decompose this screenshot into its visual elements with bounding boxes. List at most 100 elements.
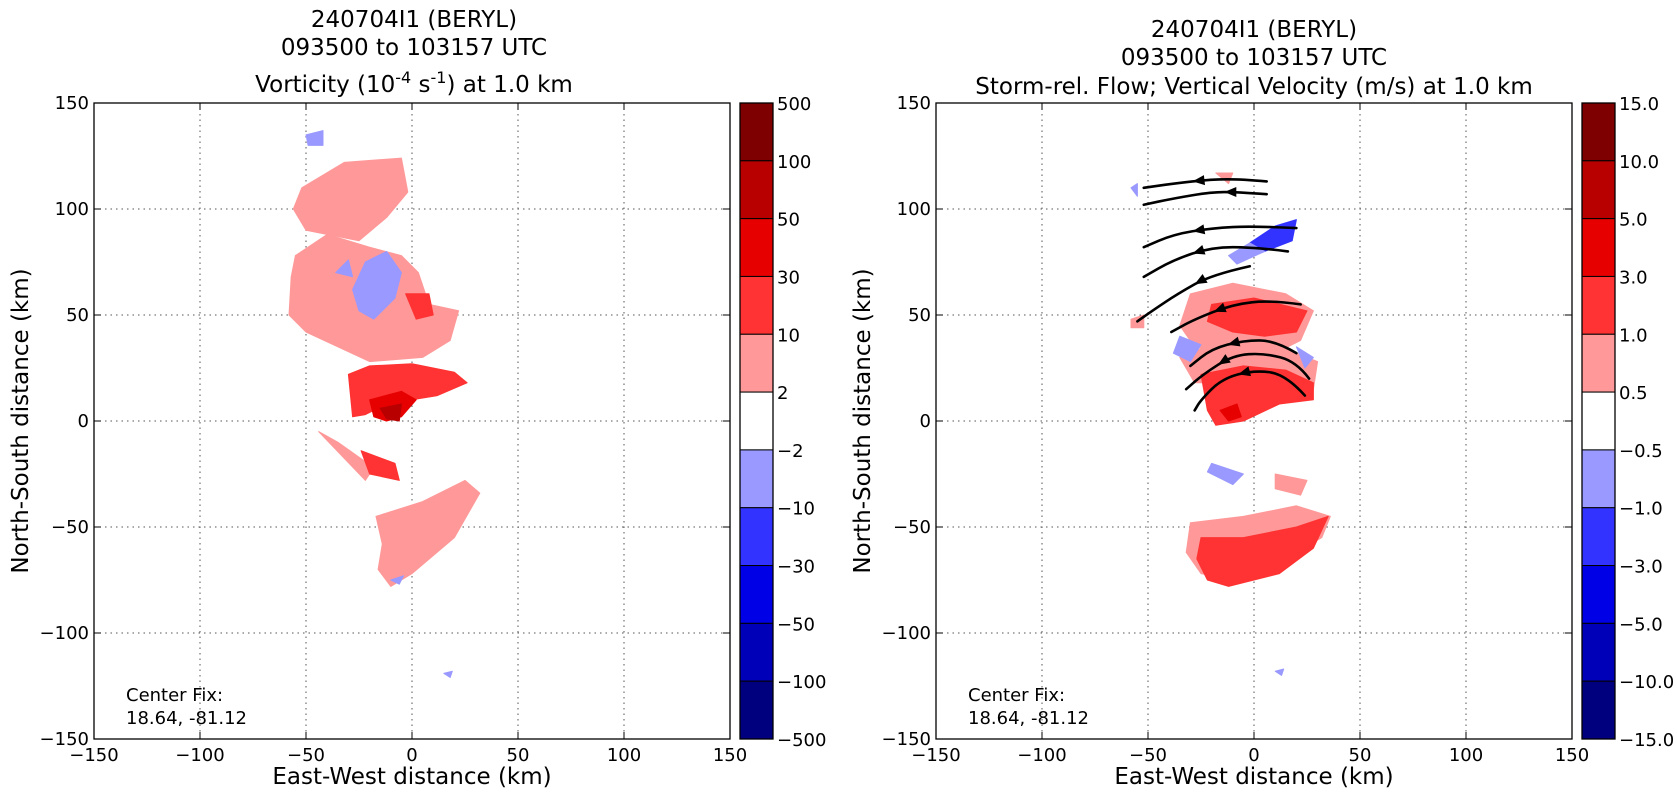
left-colorbar-label: −30 bbox=[777, 557, 815, 578]
right-colorbar-frame bbox=[1581, 102, 1616, 740]
right-center-fix-label: Center Fix: bbox=[968, 685, 1065, 706]
left-contour-region bbox=[405, 293, 434, 320]
left-colorbar-label: −100 bbox=[777, 672, 826, 693]
left-y-tick-label: −150 bbox=[40, 729, 89, 750]
left-colorbar-swatch bbox=[739, 449, 774, 509]
right-x-tick-label: −100 bbox=[1017, 745, 1066, 766]
left-colorbar-swatch bbox=[739, 275, 774, 335]
right-title-line-3: Storm-rel. Flow; Vertical Velocity (m/s)… bbox=[975, 74, 1533, 100]
left-colorbar-label: −500 bbox=[777, 730, 826, 751]
right-title-line-2: 093500 to 103157 UTC bbox=[1121, 45, 1387, 71]
right-x-tick-label: 150 bbox=[1555, 745, 1589, 766]
streamline-arrowhead bbox=[1192, 224, 1206, 235]
right-colorbar-swatch bbox=[1581, 218, 1616, 277]
left-colorbar-label: −10 bbox=[777, 499, 815, 520]
right-colorbar-swatch bbox=[1581, 565, 1616, 624]
left-colorbar-label: 50 bbox=[777, 210, 800, 231]
streamline bbox=[1136, 264, 1252, 323]
left-x-axis-label: East-West distance (km) bbox=[272, 764, 551, 790]
left-y-tick-label: 50 bbox=[66, 305, 89, 326]
left-colorbar-label: 10 bbox=[777, 325, 800, 346]
left-title-var-post: ) at 1.0 km bbox=[446, 72, 572, 98]
left-y-tick-label: 150 bbox=[55, 93, 89, 114]
right-colorbar-label: 5.0 bbox=[1619, 210, 1648, 231]
right-colorbar-label: −3.0 bbox=[1619, 557, 1663, 578]
right-colorbar-label: −5.0 bbox=[1619, 614, 1663, 635]
right-colorbar-label: 0.5 bbox=[1619, 383, 1648, 404]
right-x-tick-label: −150 bbox=[911, 745, 960, 766]
right-contour-region bbox=[1295, 346, 1314, 369]
streamline-arrowhead bbox=[1224, 187, 1237, 197]
vertical-velocity-panel: 240704I1 (BERYL) 093500 to 103157 UTC St… bbox=[850, 17, 1674, 790]
streamline-arrowhead bbox=[1238, 366, 1251, 377]
streamline bbox=[1142, 190, 1269, 207]
left-title-var-mid: s bbox=[411, 72, 430, 98]
right-velocity-field bbox=[1130, 172, 1331, 676]
right-plot-frame bbox=[935, 102, 1573, 740]
right-colorbar-swatch bbox=[1581, 391, 1616, 451]
left-title-line-1: 240704I1 (BERYL) bbox=[311, 7, 517, 33]
left-contour-region bbox=[375, 479, 481, 587]
streamline-arrowhead bbox=[1192, 245, 1206, 255]
left-contour-region bbox=[379, 403, 402, 422]
left-colorbar-label: 100 bbox=[777, 152, 811, 173]
right-contour-region bbox=[1172, 335, 1202, 363]
left-y-tick-label: 100 bbox=[55, 199, 89, 220]
right-y-tick-label: 100 bbox=[897, 199, 931, 220]
left-x-tick-label: 150 bbox=[713, 745, 747, 766]
right-contour-region bbox=[1206, 462, 1244, 486]
left-center-fix-value: 18.64, -81.12 bbox=[126, 708, 247, 729]
right-colorbar-label: −10.0 bbox=[1619, 672, 1674, 693]
left-colorbar: 500 100 50 30 10 2 −2 −10 −30 −50 −100 −500 bbox=[739, 94, 826, 751]
right-x-tick-label: 0 bbox=[1248, 745, 1259, 766]
left-contour-region bbox=[335, 259, 354, 278]
right-y-tick-label: −50 bbox=[893, 517, 931, 538]
right-colorbar-label: 3.0 bbox=[1619, 267, 1648, 288]
right-x-tick-label: 100 bbox=[1449, 745, 1483, 766]
left-ticks: −150 −100 −50 0 50 100 150 −150 −100 −50 0 50 100 150 bbox=[40, 93, 748, 766]
left-colorbar-swatch bbox=[739, 622, 774, 682]
right-contour-region bbox=[1196, 515, 1329, 587]
left-contour-region bbox=[292, 157, 409, 242]
right-colorbar: 15.0 10.0 5.0 3.0 1.0 0.5 −0.5 −1.0 −3.0 −5.0 −10.… bbox=[1581, 94, 1674, 751]
left-colorbar-swatch bbox=[739, 507, 774, 567]
right-colorbar-swatch bbox=[1581, 160, 1616, 220]
right-colorbar-label: 15.0 bbox=[1619, 94, 1659, 115]
right-contour-region bbox=[1274, 668, 1285, 676]
left-colorbar-label: 2 bbox=[777, 383, 788, 404]
streamline bbox=[1170, 300, 1302, 334]
left-colorbar-frame bbox=[739, 102, 774, 740]
right-y-tick-label: −150 bbox=[882, 729, 931, 750]
left-x-tick-label: 50 bbox=[507, 745, 530, 766]
left-colorbar-swatch bbox=[739, 160, 774, 220]
right-contour-region bbox=[1200, 365, 1314, 426]
left-x-tick-label: −150 bbox=[69, 745, 118, 766]
left-colorbar-swatch bbox=[739, 391, 774, 451]
right-colorbar-swatch bbox=[1581, 275, 1616, 335]
streamline-arrowhead bbox=[1227, 336, 1241, 347]
right-y-tick-label: 50 bbox=[908, 305, 931, 326]
streamline bbox=[1142, 225, 1298, 249]
left-title-var-pre: Vorticity (10 bbox=[255, 72, 395, 98]
left-x-tick-label: 100 bbox=[607, 745, 641, 766]
left-colorbar-swatch bbox=[739, 680, 774, 740]
left-contour-region bbox=[443, 670, 453, 678]
right-colorbar-swatch bbox=[1581, 680, 1616, 740]
right-contour-region bbox=[1274, 473, 1308, 496]
streamline-arrowhead bbox=[1213, 302, 1227, 313]
left-contour-region bbox=[390, 575, 404, 585]
left-title-var-sup1: -4 bbox=[395, 68, 411, 87]
left-colorbar-label: −50 bbox=[777, 614, 815, 635]
right-x-axis-label: East-West distance (km) bbox=[1114, 764, 1393, 790]
left-contour-region bbox=[360, 450, 400, 481]
right-colorbar-swatch bbox=[1581, 507, 1616, 567]
right-contour-region bbox=[1219, 403, 1242, 422]
left-colorbar-swatch bbox=[739, 218, 774, 277]
left-contour-region bbox=[305, 130, 324, 146]
left-title-var-sup2: -1 bbox=[431, 68, 447, 87]
streamline-arrowhead bbox=[1218, 354, 1231, 365]
left-x-tick-label: −50 bbox=[287, 745, 325, 766]
left-colorbar-swatch bbox=[739, 565, 774, 624]
left-colorbar-label: 500 bbox=[777, 94, 811, 115]
